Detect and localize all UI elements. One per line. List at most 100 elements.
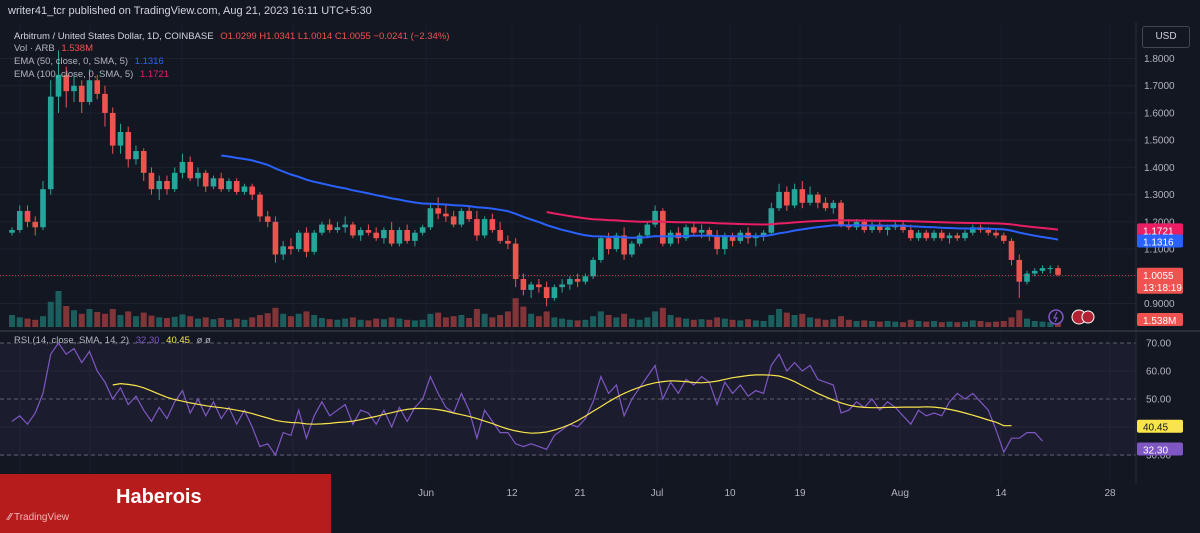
ema50-legend: EMA (50, close, 0, SMA, 5) 1.1316 (14, 56, 164, 67)
candle-body (334, 227, 341, 230)
volume-bar (419, 319, 426, 327)
volume-bar (791, 315, 798, 327)
candle-body (319, 224, 325, 233)
candle-body (171, 172, 178, 190)
candle-body (179, 161, 186, 173)
volume-bar (628, 318, 635, 327)
volume-bar (287, 316, 294, 327)
candle-body (195, 172, 201, 179)
rsi-tag (1137, 442, 1183, 456)
volume-bar (303, 311, 310, 327)
rsi-ma-tag (1137, 419, 1183, 433)
candle-body (140, 151, 147, 173)
volume-bar (551, 317, 558, 327)
volume-bar (411, 320, 418, 327)
volume-bar (140, 312, 147, 327)
candle-body (40, 189, 46, 228)
volume-bar (1031, 321, 1038, 327)
candle-body (156, 181, 163, 190)
volume-bar (264, 313, 271, 327)
volume-bar (1000, 321, 1007, 327)
volume-bar (187, 316, 194, 327)
candle-body (443, 213, 449, 217)
candle-body (830, 202, 837, 209)
candle-body (954, 235, 961, 239)
candle-body (791, 189, 798, 206)
volume-bar (86, 309, 93, 327)
candle-body (559, 284, 565, 288)
volume-bar (830, 319, 837, 327)
volume-bar (1055, 323, 1061, 327)
us-flag-icon-2[interactable] (1081, 310, 1095, 324)
candle-body (946, 235, 953, 239)
volume-bar (931, 321, 938, 327)
ema100-tag-text: 1.1721 (1143, 226, 1174, 237)
candle-body (985, 230, 992, 233)
chart-pane[interactable]: 1.8000 1.7000 1.6000 1.5000 1.4000 1.3000 1.20… (0, 22, 1200, 511)
candle-body (636, 235, 643, 244)
candle-body (187, 161, 194, 179)
volume-bar (132, 316, 139, 327)
candle-body (311, 232, 317, 252)
volume-bar (481, 313, 488, 327)
volume-bar (907, 319, 914, 327)
volume-bar (365, 320, 372, 327)
candle-body (350, 224, 356, 236)
volume-bar (380, 319, 387, 327)
tradingview-logo-mark: ⁄∕ (8, 512, 12, 523)
candle-body (450, 216, 457, 225)
volume-bar (109, 309, 116, 327)
price-chart[interactable]: 1.8000 1.7000 1.6000 1.5000 1.4000 1.3000 1.20… (0, 22, 1200, 511)
candle-body (512, 243, 519, 279)
candle-body (24, 210, 31, 222)
volume-bar (900, 322, 907, 327)
candle-body (1031, 270, 1038, 274)
volume-bar (342, 318, 349, 327)
volume-bar (814, 318, 821, 327)
candle-body (598, 238, 604, 260)
volume-bar (55, 291, 62, 327)
price-tick-label: 1.7000 (1144, 81, 1175, 92)
volume-bar (1016, 310, 1023, 327)
volume-bar (520, 306, 527, 327)
currency-button[interactable]: USD (1142, 26, 1190, 48)
event-icons[interactable] (1048, 309, 1095, 325)
lightning-icon[interactable] (1048, 309, 1064, 325)
symbol-legend: Arbitrum / United States Dollar, 1D, COI… (14, 31, 449, 42)
volume-bar (373, 318, 380, 327)
volume-bar (357, 319, 364, 327)
rsi-band (0, 343, 1136, 456)
rsi-tick-label: 30.00 (1146, 451, 1171, 462)
candle-body (427, 208, 434, 228)
volume-bar (404, 319, 411, 327)
candle-body (241, 186, 248, 192)
candle-body (660, 210, 666, 244)
volume-tag-text: 1.538M (1143, 316, 1176, 327)
rsi-tick-label: 50.00 (1146, 395, 1171, 406)
candle-body (86, 80, 93, 103)
volume-bar (9, 315, 15, 327)
candle-body (373, 232, 379, 239)
candle-body (613, 235, 620, 250)
candle-body (489, 219, 496, 230)
volume-bar (721, 318, 728, 327)
volume-bar (163, 318, 170, 327)
price-tick-label: 1.8000 (1144, 54, 1175, 65)
candle-body (1024, 273, 1030, 282)
volume-bar (63, 306, 70, 327)
volume-bar (962, 321, 969, 327)
candle-body (644, 224, 651, 236)
rsi-value: 32.30 (135, 335, 160, 346)
candle-body (807, 194, 813, 203)
candle-body (125, 132, 132, 160)
candle-body (249, 186, 255, 195)
volume-bar (768, 315, 775, 327)
candle-body (536, 284, 542, 288)
volume-bar (117, 315, 124, 327)
candle-body (78, 85, 85, 103)
candle-body (133, 151, 139, 160)
time-tick-label: 14 (995, 488, 1007, 499)
publisher-bar: writer41_tcr published on TradingView.co… (0, 0, 1200, 22)
volume-bar (729, 319, 736, 327)
